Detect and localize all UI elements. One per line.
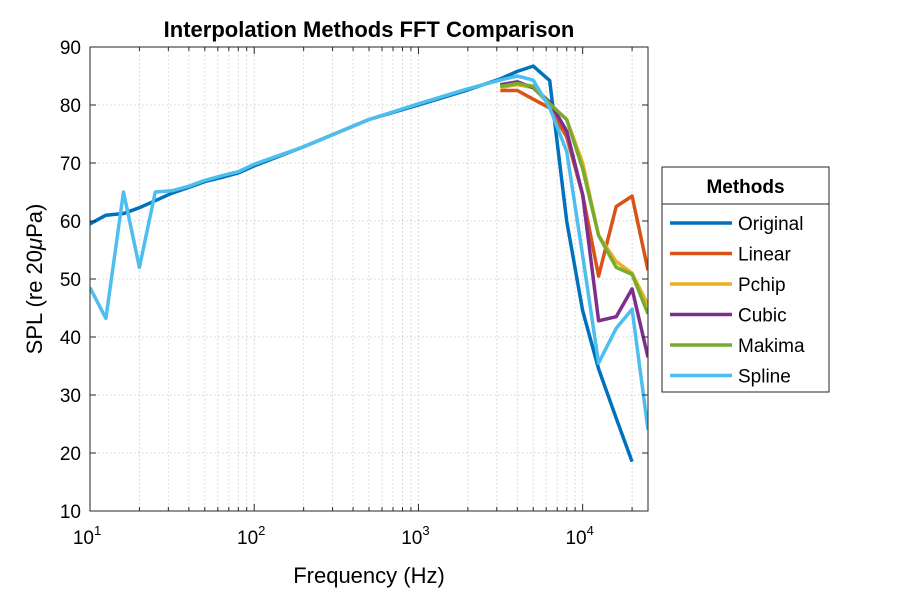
legend-label: Spline [738, 367, 791, 388]
legend-label: Makima [738, 336, 805, 357]
legend-item-pchip: Pchip [670, 275, 786, 296]
series-lines [90, 64, 648, 463]
legend-item-cubic: Cubic [670, 306, 787, 327]
y-tick-label: 30 [60, 386, 81, 407]
legend-item-spline: Spline [670, 367, 791, 388]
y-tick-label: 10 [60, 502, 81, 523]
y-axis-label: SPL (re 20μPa) [22, 204, 47, 355]
axis-ticks [90, 46, 648, 512]
legend-item-makima: Makima [670, 336, 805, 357]
y-axis-label-prefix: SPL (re 20 [22, 250, 47, 354]
x-tick-label: 104 [565, 523, 593, 549]
legend-title: Methods [706, 177, 784, 198]
grid [90, 47, 648, 511]
y-tick-label: 50 [60, 270, 81, 291]
legend: Methods Original Linear Pchip Cubic Makima Sp… [661, 166, 830, 393]
y-tick-label: 20 [60, 444, 81, 465]
y-axis-label-suffix: Pa) [22, 204, 47, 238]
chart-title: Interpolation Methods FFT Comparison [164, 17, 575, 42]
series-line-makima [500, 81, 648, 315]
x-axis-label: Frequency (Hz) [293, 563, 445, 588]
x-tick-label: 103 [401, 523, 429, 549]
legend-label: Pchip [738, 275, 786, 296]
legend-label: Linear [738, 245, 791, 266]
tick-labels: 10 20 30 40 50 60 70 80 90 101 102 103 104 [60, 38, 594, 549]
legend-item-linear: Linear [670, 245, 791, 266]
x-tick-label: 102 [237, 523, 265, 549]
legend-items: Original Linear Pchip Cubic Makima Spline [670, 214, 805, 388]
legend-item-original: Original [670, 214, 803, 235]
series-line-spline [90, 74, 648, 431]
y-tick-label: 60 [60, 212, 81, 233]
y-tick-label: 90 [60, 38, 81, 59]
y-tick-label: 80 [60, 96, 81, 117]
legend-label: Cubic [738, 306, 787, 327]
legend-label: Original [738, 214, 803, 235]
y-tick-label: 70 [60, 154, 81, 175]
y-tick-label: 40 [60, 328, 81, 349]
y-axis-label-mu: μ [22, 238, 47, 251]
x-tick-label: 101 [73, 523, 101, 549]
